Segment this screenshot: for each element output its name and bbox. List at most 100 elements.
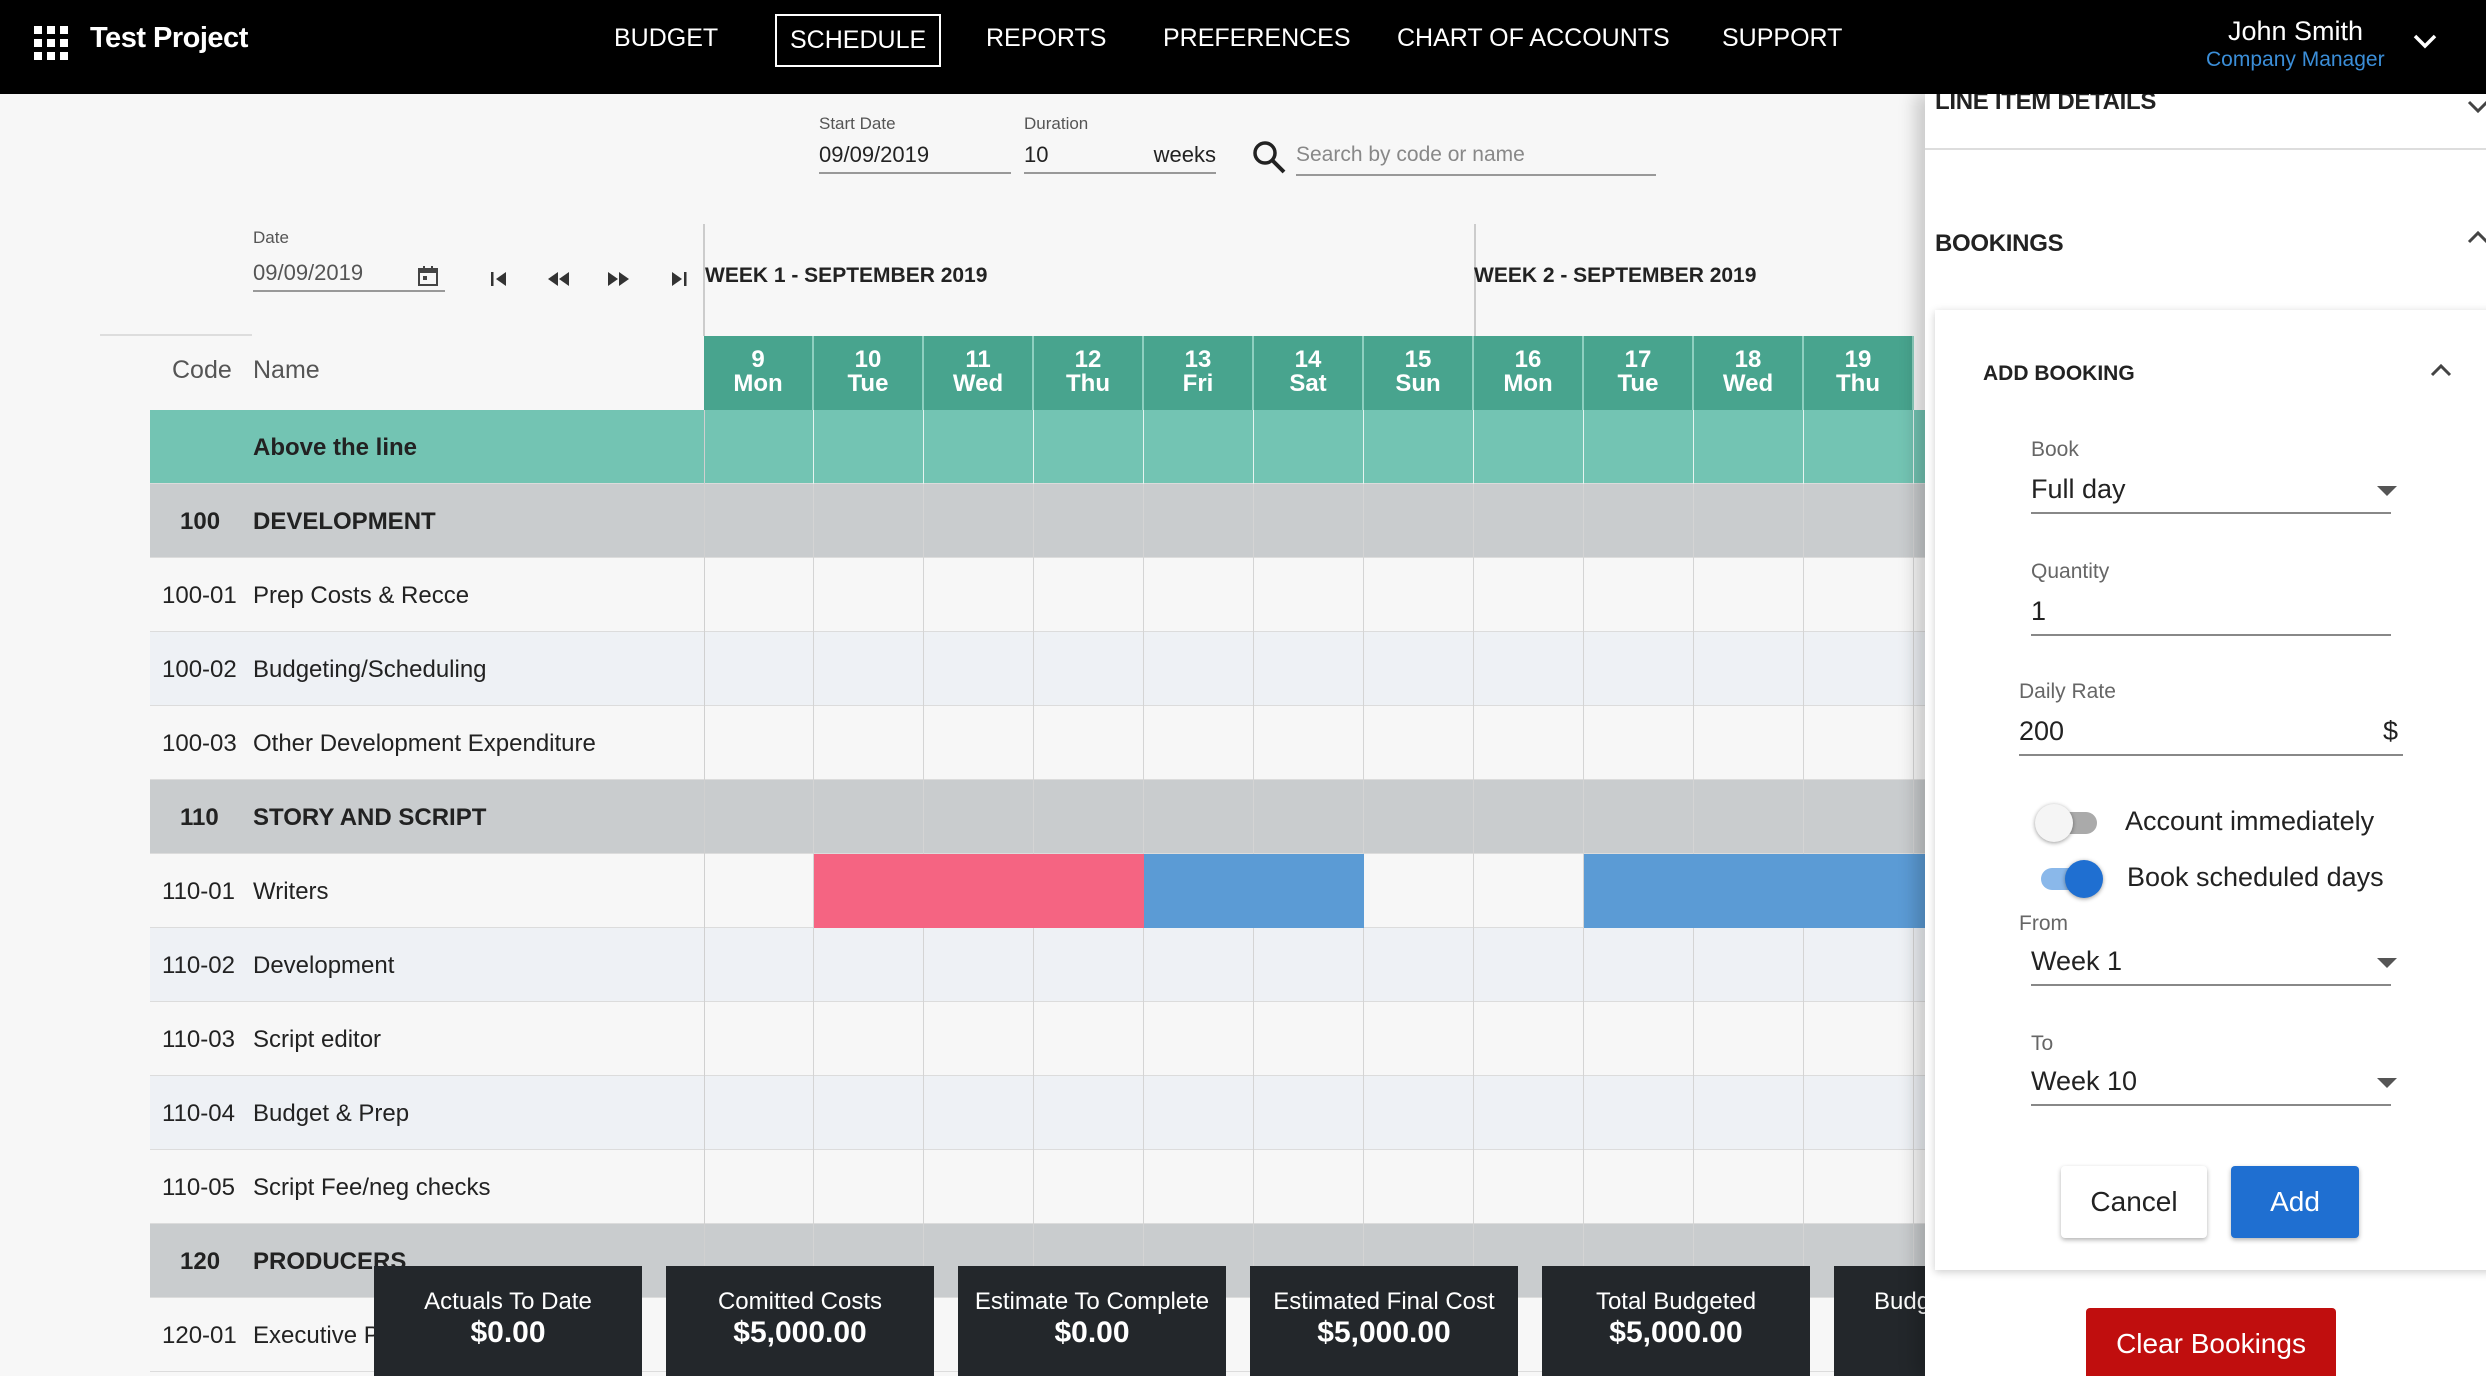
- nav-chart-of-accounts[interactable]: CHART OF ACCOUNTS: [1397, 24, 1670, 52]
- from-select[interactable]: Week 1: [2031, 946, 2123, 976]
- group-row[interactable]: Above the line: [150, 410, 1930, 484]
- name-column-header[interactable]: Name: [253, 356, 320, 384]
- cell-divider: [813, 558, 814, 632]
- user-name[interactable]: John Smith: [2228, 16, 2364, 46]
- dropdown-caret-icon[interactable]: [2377, 486, 2397, 496]
- cell-divider: [923, 410, 924, 484]
- table-row[interactable]: 110-02 Development: [150, 928, 1930, 1002]
- add-booking-title: ADD BOOKING: [1983, 362, 2135, 385]
- cell-divider: [1143, 484, 1144, 558]
- panel-divider: [1925, 148, 2486, 150]
- day-header: 14 Sat: [1254, 336, 1364, 410]
- table-row[interactable]: 110-03 Script editor: [150, 1002, 1930, 1076]
- day-of-week: Thu: [1836, 370, 1880, 397]
- row-code: 110: [180, 804, 219, 831]
- summary-value: $5,000.00: [1609, 1316, 1743, 1349]
- dropdown-caret-icon[interactable]: [2377, 958, 2397, 968]
- nav-support[interactable]: SUPPORT: [1722, 24, 1843, 52]
- cell-divider: [1473, 1224, 1474, 1298]
- code-column-header[interactable]: Code: [172, 356, 232, 384]
- search-input[interactable]: [1296, 136, 1656, 176]
- account-immediately-label: Account immediately: [2125, 806, 2375, 836]
- day-of-week: Tue: [847, 370, 889, 397]
- cell-divider: [1583, 484, 1584, 558]
- column-divider: [704, 1002, 705, 1076]
- cell-divider: [923, 632, 924, 706]
- first-page-icon[interactable]: [484, 264, 514, 294]
- rewind-icon[interactable]: [543, 264, 573, 294]
- column-divider: [704, 706, 705, 780]
- daily-rate-input[interactable]: 200: [2019, 716, 2065, 746]
- search-icon[interactable]: [1250, 138, 1288, 176]
- cancel-button[interactable]: Cancel: [2061, 1166, 2207, 1238]
- section-row[interactable]: 100 DEVELOPMENT: [150, 484, 1930, 558]
- nav-preferences[interactable]: PREFERENCES: [1163, 24, 1351, 52]
- cell-divider: [1033, 632, 1034, 706]
- cell-divider: [1253, 706, 1254, 780]
- duration-field[interactable]: 10 weeks: [1024, 138, 1216, 174]
- cell-divider: [1143, 410, 1144, 484]
- booking-block[interactable]: [1144, 854, 1364, 928]
- row-name: Other Development Expenditure: [253, 730, 596, 757]
- dropdown-caret-icon[interactable]: [2377, 1078, 2397, 1088]
- field-underline: [2031, 984, 2391, 986]
- cell-divider: [813, 780, 814, 854]
- chevron-up-icon[interactable]: [2427, 356, 2455, 384]
- last-page-icon[interactable]: [664, 264, 694, 294]
- field-underline: [2031, 634, 2391, 636]
- table-row[interactable]: 110-04 Budget & Prep: [150, 1076, 1930, 1150]
- cell-divider: [1143, 558, 1144, 632]
- cell-divider: [1033, 1002, 1034, 1076]
- day-header: 17 Tue: [1584, 336, 1694, 410]
- cell-divider: [1803, 410, 1804, 484]
- row-name: Prep Costs & Recce: [253, 582, 470, 609]
- cell-divider: [1473, 854, 1474, 928]
- booking-block[interactable]: [814, 854, 1144, 928]
- line-item-details-header[interactable]: LINE ITEM DETAILS: [1935, 94, 2157, 115]
- nav-reports[interactable]: REPORTS: [986, 24, 1107, 52]
- section-row[interactable]: 110 STORY AND SCRIPT: [150, 780, 1930, 854]
- chevron-down-icon[interactable]: [2410, 26, 2440, 56]
- day-header: 18 Wed: [1694, 336, 1804, 410]
- book-scheduled-days-toggle[interactable]: [2035, 858, 2103, 898]
- clear-bookings-button[interactable]: Clear Bookings: [2086, 1308, 2336, 1376]
- calendar-icon[interactable]: [416, 264, 440, 288]
- summary-tile: Estimated Final Cost $5,000.00: [1250, 1266, 1518, 1376]
- column-divider: [704, 632, 705, 706]
- account-immediately-toggle[interactable]: [2035, 802, 2103, 842]
- cell-divider: [1253, 632, 1254, 706]
- table-row[interactable]: 100-01 Prep Costs & Recce: [150, 558, 1930, 632]
- book-label: Book: [2031, 438, 2079, 461]
- date-field[interactable]: 09/09/2019: [253, 256, 445, 292]
- apps-grid-icon[interactable]: [34, 26, 68, 60]
- row-code: 100-01: [162, 582, 237, 609]
- chevron-down-icon[interactable]: [2465, 94, 2486, 120]
- add-button[interactable]: Add: [2231, 1166, 2359, 1238]
- table-row[interactable]: 110-05 Script Fee/neg checks: [150, 1150, 1930, 1224]
- quantity-input[interactable]: 1: [2031, 596, 2047, 626]
- table-row[interactable]: 100-03 Other Development Expenditure: [150, 706, 1930, 780]
- nav-schedule[interactable]: SCHEDULE: [775, 14, 942, 67]
- book-select[interactable]: Full day: [2031, 474, 2126, 504]
- cell-divider: [1473, 632, 1474, 706]
- nav-budget[interactable]: BUDGET: [614, 24, 719, 52]
- table-row[interactable]: 100-02 Budgeting/Scheduling: [150, 632, 1930, 706]
- cell-divider: [1473, 410, 1474, 484]
- cell-divider: [1253, 780, 1254, 854]
- day-number: 17: [1624, 346, 1652, 373]
- cell-divider: [1803, 1224, 1804, 1298]
- cell-divider: [1363, 1076, 1364, 1150]
- chevron-up-icon[interactable]: [2465, 224, 2486, 250]
- start-date-field[interactable]: 09/09/2019: [819, 138, 1011, 174]
- cell-divider: [1143, 706, 1144, 780]
- to-select[interactable]: Week 10: [2031, 1066, 2138, 1096]
- row-code: 110-03: [162, 1026, 235, 1053]
- cell-divider: [813, 410, 814, 484]
- to-label: To: [2031, 1032, 2054, 1055]
- bookings-header[interactable]: BOOKINGS: [1935, 230, 2064, 257]
- row-code: 120-01: [162, 1322, 237, 1349]
- cell-divider: [1363, 1150, 1364, 1224]
- cell-divider: [1253, 1150, 1254, 1224]
- cell-divider: [1143, 780, 1144, 854]
- fast-forward-icon[interactable]: [604, 264, 634, 294]
